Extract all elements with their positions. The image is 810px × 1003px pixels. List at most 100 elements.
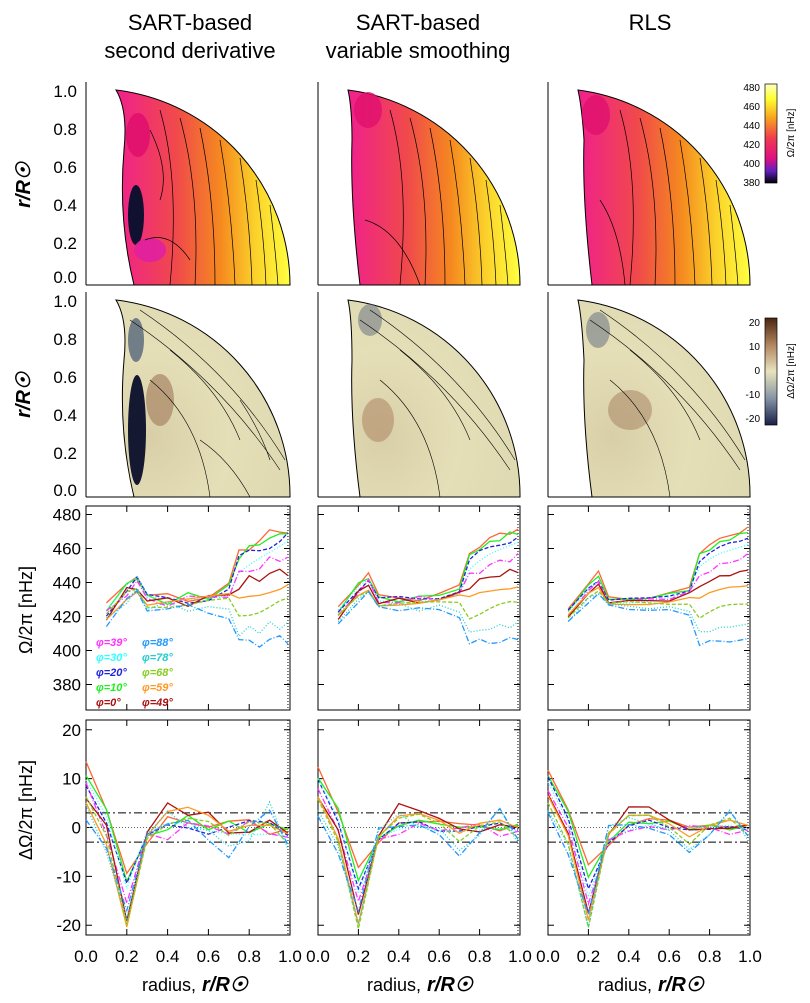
column-title-2-line2: variable smoothing [326, 38, 511, 63]
colorbar-residual-tick: 0 [754, 366, 760, 377]
legend-entry: φ=20° [96, 667, 127, 679]
series-line [337, 531, 519, 613]
line-panel-r1-c1: 480 460 440 420 400 380 [53, 505, 291, 711]
line-panel-r1-c3 [547, 505, 751, 711]
x-tick-label: 0.8 [237, 947, 261, 966]
series-line [337, 536, 519, 613]
legend-entry: φ=59° [142, 682, 173, 694]
y-tick-label: -20 [56, 916, 81, 935]
series-line [337, 528, 519, 608]
row2-ytick: 0.8 [53, 330, 77, 349]
series-line [567, 585, 749, 616]
line-panel-r2-c2: 0.0 0.2 0.4 0.6 0.8 1.0 [306, 719, 532, 966]
xlabel-prefix: radius, [367, 975, 421, 995]
y-tick-label: 20 [62, 721, 81, 740]
legend-entry: φ=88° [142, 637, 173, 649]
column-title-1-line2: second derivative [104, 38, 275, 63]
series-line [105, 533, 288, 612]
legend-entry: φ=30° [96, 652, 127, 664]
x-tick-label: 0.2 [115, 947, 139, 966]
y-tick-label: 0 [72, 819, 81, 838]
series-line [317, 778, 519, 896]
series-line [567, 552, 749, 617]
contour-row-2 [85, 292, 751, 498]
y-tick-label: 440 [53, 574, 81, 593]
row1-ytick: 1.0 [53, 82, 77, 101]
legend-entry: φ=10° [96, 682, 127, 694]
xlabel-var: r/R☉ [658, 974, 705, 996]
series-line [317, 779, 519, 891]
x-tick-label: 0.0 [74, 947, 98, 966]
series-line [317, 788, 519, 904]
row2-ytick: 1.0 [53, 292, 77, 311]
series-line [567, 569, 749, 618]
row2-yticks: 1.0 0.8 0.6 0.4 0.2 0.0 [53, 292, 77, 500]
legend: φ=39° φ=30° φ=20° φ=10° φ=0° φ=88° φ=78°… [96, 637, 173, 709]
series-line [337, 591, 519, 620]
series-line [567, 526, 749, 610]
series-line [567, 590, 748, 620]
y-tick-label: -10 [56, 867, 81, 886]
series-line [105, 584, 289, 621]
series-line [85, 809, 289, 913]
series-line [105, 590, 289, 648]
x-tick-label: 0.6 [657, 947, 681, 966]
y-tick-label: 480 [53, 506, 81, 525]
colorbar-residual-label: ΔΩ/2π [nHz] [786, 343, 797, 399]
plot-frame [85, 505, 291, 711]
y-tick-label: 420 [53, 608, 81, 627]
x-tick-label: 0.8 [468, 947, 492, 966]
xlabel-prefix: radius, [142, 975, 196, 995]
series-line [547, 795, 749, 921]
row1-ytick: 0.6 [53, 158, 77, 177]
xlabel-prefix: radius, [598, 975, 652, 995]
row2-ylabel: r/R☉ [13, 371, 35, 418]
series-line [85, 800, 289, 921]
column-title-1-line1: SART-based [128, 10, 252, 35]
line-panel-r2-c3: 0.0 0.2 0.4 0.6 0.8 1.0 [536, 719, 762, 966]
row1-yticks: 1.0 0.8 0.6 0.4 0.2 0.0 [53, 82, 77, 287]
series-line [547, 809, 749, 917]
colorbar-residual-tick: -20 [746, 414, 761, 425]
x-tick-label: 0.8 [698, 947, 722, 966]
colorbar-residual: 20 10 0 -10 -20 ΔΩ/2π [nHz] [746, 317, 797, 426]
legend-entry: φ=78° [142, 652, 173, 664]
legend-entry: φ=68° [142, 667, 173, 679]
y-tick-label: 460 [53, 540, 81, 559]
y-tick-label: 10 [62, 770, 81, 789]
omega-contour-panel-col3 [547, 82, 751, 286]
colorbar-omega-tick: 440 [743, 121, 760, 132]
series-line [317, 796, 519, 925]
series-line [567, 531, 749, 612]
legend-entry: φ=49° [142, 697, 173, 709]
x-tick-label: 0.2 [577, 947, 601, 966]
colorbar-omega-label: Ω/2π [nHz] [786, 108, 797, 157]
series-line [317, 806, 519, 925]
colorbar-omega-tick: 460 [743, 102, 760, 113]
row1-ytick: 0.4 [53, 196, 77, 215]
contour-row-1 [85, 82, 751, 286]
series-line [105, 540, 289, 612]
residual-contour-panel-col2 [317, 292, 521, 498]
colorbar-residual-tick: -10 [746, 390, 761, 401]
x-tick-label: 0.4 [617, 947, 641, 966]
column-title-2-line1: SART-based [356, 10, 480, 35]
series-line [547, 790, 749, 907]
series-line [85, 802, 289, 928]
x-tick-label: 0.4 [387, 947, 411, 966]
residual-contour-panel-col1 [85, 292, 291, 498]
x-tick-label: 1.0 [508, 947, 532, 966]
x-axis-labels: radius, r/R☉ radius, r/R☉ radius, r/R☉ [142, 974, 705, 996]
row1-ytick: 0.2 [53, 234, 77, 253]
legend-entry: φ=0° [96, 697, 121, 709]
y-tick-label: 380 [53, 676, 81, 695]
colorbar-omega-tick: 380 [743, 178, 760, 189]
x-tick-label: 0.6 [197, 947, 221, 966]
line-panel-r2-c1: 20 10 0 -10 -20 0.0 0.2 0.4 0.6 0.8 1.0 [56, 719, 302, 966]
row2-ytick: 0.4 [53, 406, 77, 425]
colorbar-residual-tick: 20 [749, 318, 761, 329]
x-tick-label: 0.0 [306, 947, 330, 966]
omega-contour-panel-col1 [85, 82, 291, 286]
